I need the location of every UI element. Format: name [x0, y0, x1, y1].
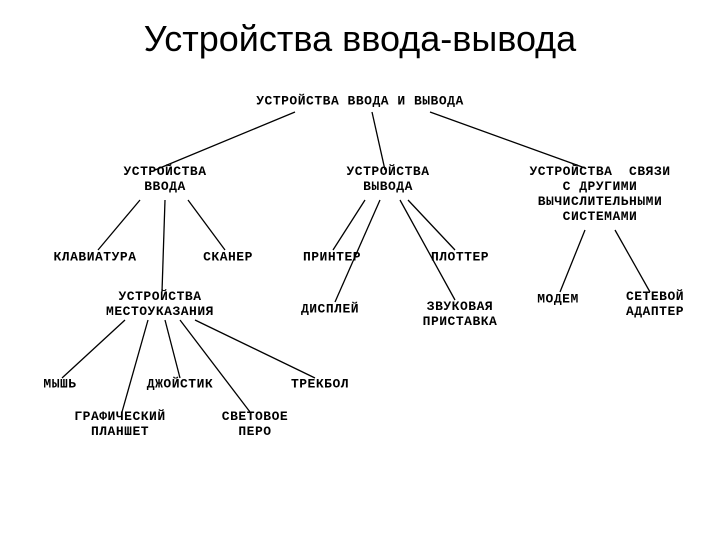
edge-pointing-lightpen: [180, 320, 250, 412]
tree-node-printer: ПРИНТЕР: [303, 251, 361, 266]
edge-pointing-joystick: [165, 320, 180, 378]
page-title: Устройства ввода-вывода: [0, 18, 720, 60]
tree-edges: [0, 0, 720, 540]
tree-node-netadapter: СЕТЕВОЙ АДАПТЕР: [626, 290, 684, 320]
tree-node-tablet: ГРАФИЧЕСКИЙ ПЛАНШЕТ: [74, 410, 165, 440]
edge-root-comm: [430, 112, 585, 168]
tree-node-output: УСТРОЙСТВА ВЫВОДА: [346, 165, 429, 195]
edge-pointing-tablet: [122, 320, 148, 412]
tree-node-pointing: УСТРОЙСТВА МЕСТОУКАЗАНИЯ: [106, 290, 214, 320]
edge-comm-modem: [560, 230, 585, 292]
tree-node-input: УСТРОЙСТВА ВВОДА: [123, 165, 206, 195]
edge-output-plotter: [408, 200, 455, 250]
edge-root-output: [372, 112, 385, 170]
edge-pointing-mouse: [62, 320, 125, 378]
edge-input-scanner: [188, 200, 225, 250]
tree-node-trackball: ТРЕКБОЛ: [291, 378, 349, 393]
tree-node-joystick: ДЖОЙСТИК: [147, 378, 213, 393]
edge-input-pointing: [162, 200, 165, 292]
tree-node-mouse: МЫШЬ: [43, 378, 76, 393]
tree-node-keyboard: КЛАВИАТУРА: [53, 251, 136, 266]
edge-comm-netadapter: [615, 230, 650, 292]
tree-node-plotter: ПЛОТТЕР: [431, 251, 489, 266]
edge-root-input: [155, 112, 295, 170]
edge-output-printer: [333, 200, 365, 250]
tree-node-modem: МОДЕМ: [537, 293, 579, 308]
tree-node-root: УСТРОЙСТВА ВВОДА И ВЫВОДА: [256, 95, 464, 110]
edge-pointing-trackball: [195, 320, 315, 378]
tree-node-display: ДИСПЛЕЙ: [301, 303, 359, 318]
tree-node-scanner: СКАНЕР: [203, 251, 253, 266]
tree-node-sound: ЗВУКОВАЯ ПРИСТАВКА: [423, 300, 498, 330]
edge-input-keyboard: [98, 200, 140, 250]
tree-node-comm: УСТРОЙСТВА СВЯЗИ С ДРУГИМИ ВЫЧИСЛИТЕЛЬНЫ…: [529, 165, 670, 225]
tree-node-lightpen: СВЕТОВОЕ ПЕРО: [222, 410, 288, 440]
